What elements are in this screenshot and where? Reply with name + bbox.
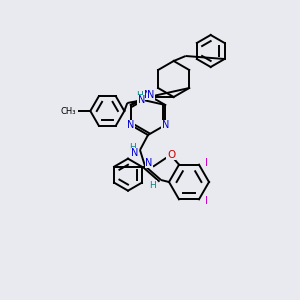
- Text: N: N: [145, 158, 153, 168]
- Text: CH₃: CH₃: [61, 106, 76, 116]
- Text: H: H: [130, 143, 136, 152]
- Text: N: N: [147, 90, 154, 100]
- Text: N: N: [162, 120, 169, 130]
- Text: O: O: [167, 150, 175, 160]
- Text: N: N: [131, 148, 139, 158]
- Text: N: N: [127, 120, 134, 130]
- Text: H: H: [150, 181, 156, 190]
- Text: I: I: [205, 196, 208, 206]
- Text: I: I: [205, 158, 208, 168]
- Text: N: N: [144, 90, 152, 100]
- Text: H: H: [136, 91, 143, 100]
- Text: N: N: [138, 95, 145, 105]
